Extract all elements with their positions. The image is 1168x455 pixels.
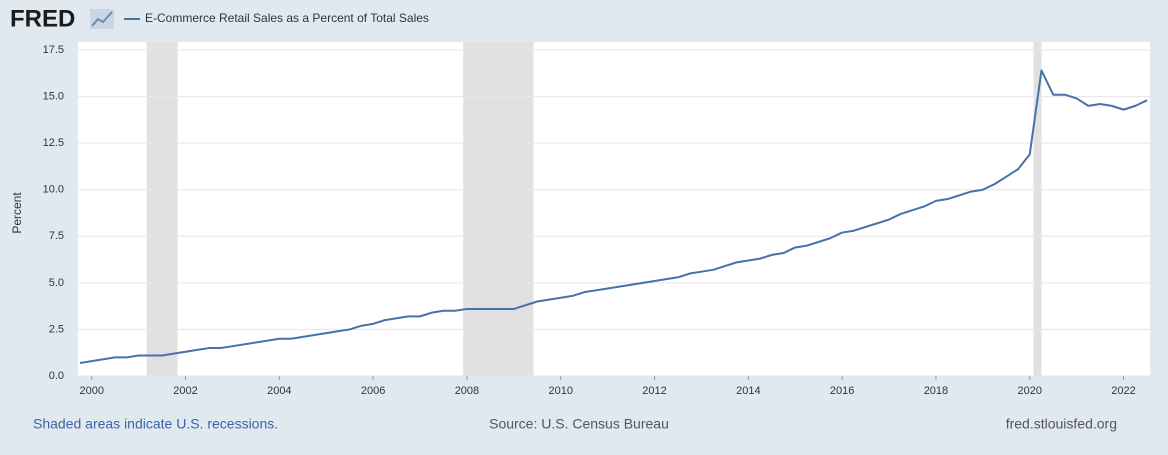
data-line — [79, 69, 1148, 364]
y-tick-label: 12.5 — [43, 137, 64, 149]
footer-source: Source: U.S. Census Bureau — [489, 416, 669, 432]
x-tick-label: 2018 — [924, 385, 948, 397]
recession-band — [463, 42, 534, 376]
legend-label: E-Commerce Retail Sales as a Percent of … — [145, 11, 429, 25]
y-tick-label: 7.5 — [49, 230, 64, 242]
footer-site[interactable]: fred.stlouisfed.org — [1006, 416, 1117, 432]
x-tick-label: 2010 — [548, 385, 572, 397]
x-tick-label: 2014 — [736, 385, 760, 397]
logo-icon — [90, 9, 114, 29]
x-tick-label: 2022 — [1111, 385, 1135, 397]
x-tick-label: 2008 — [455, 385, 479, 397]
logo: FRED — [10, 5, 75, 32]
footer-note[interactable]: Shaded areas indicate U.S. recessions. — [33, 416, 278, 432]
recession-band — [146, 42, 178, 376]
x-tick-label: 2020 — [1018, 385, 1042, 397]
x-tick-label: 2002 — [173, 385, 197, 397]
y-tick-label: 5.0 — [49, 277, 64, 289]
x-tick-label: 2016 — [830, 385, 854, 397]
y-tick-label: 15.0 — [43, 90, 64, 102]
y-tick-label: 2.5 — [49, 323, 64, 335]
y-axis-label: Percent — [10, 192, 24, 234]
y-tick-label: 10.0 — [43, 184, 64, 196]
x-tick-label: 2012 — [642, 385, 666, 397]
x-tick-label: 2004 — [267, 385, 291, 397]
x-tick-label: 2006 — [361, 385, 385, 397]
x-tick-label: 2000 — [79, 385, 103, 397]
plot-area — [78, 42, 1150, 376]
y-tick-label: 0.0 — [49, 370, 64, 382]
y-tick-label: 17.5 — [43, 44, 64, 56]
recession-band — [1033, 42, 1042, 376]
